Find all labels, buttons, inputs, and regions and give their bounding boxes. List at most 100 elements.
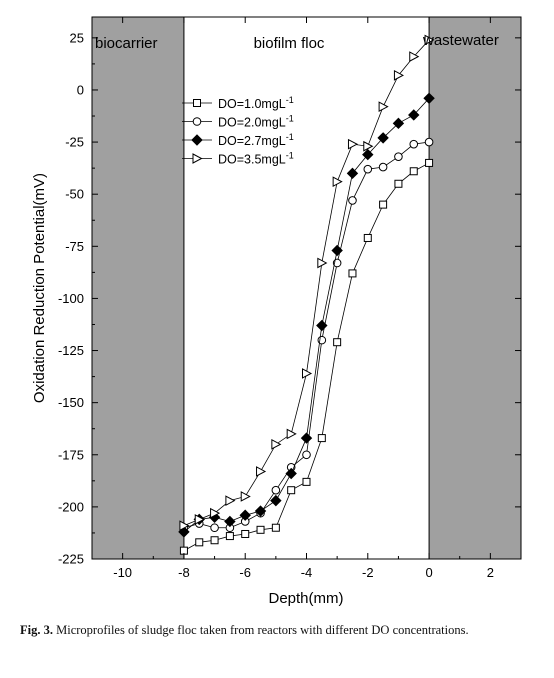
series-4	[179, 34, 435, 531]
data-point	[317, 257, 328, 269]
series-layer	[178, 34, 435, 555]
data-point	[409, 167, 418, 176]
series-3	[178, 92, 435, 538]
data-point	[424, 34, 435, 46]
data-point	[331, 244, 343, 257]
region-shading-layer	[92, 17, 521, 559]
figure-caption-text: Microprofiles of sludge floc taken from …	[56, 623, 469, 637]
data-point	[225, 495, 236, 506]
data-point	[348, 196, 357, 205]
data-point	[377, 132, 389, 144]
data-point	[363, 233, 372, 242]
data-point	[256, 466, 267, 477]
data-point	[379, 200, 388, 209]
data-point	[408, 109, 420, 121]
legend-marker	[192, 153, 203, 164]
data-point	[287, 486, 296, 495]
y-tick-label: 25	[70, 30, 84, 45]
legend-marker	[192, 117, 202, 126]
legend-label: DO=3.5mgL-1	[218, 151, 294, 167]
x-tick-label: -4	[301, 565, 313, 580]
y-axis-label: Oxidation Reduction Potential(mV)	[31, 173, 48, 403]
data-point	[363, 164, 373, 174]
data-point	[271, 485, 281, 495]
data-point	[409, 51, 420, 62]
data-point	[317, 434, 326, 443]
legend-entry-3: DO=2.7mgL-1	[182, 132, 294, 148]
series-2	[179, 137, 434, 533]
y-tick-label: -100	[58, 291, 84, 306]
figure-caption-label: Fig. 3.	[20, 623, 53, 637]
data-point	[393, 70, 404, 81]
data-point	[316, 319, 328, 332]
y-tick-label: -200	[58, 499, 84, 514]
data-point	[179, 520, 190, 531]
data-point	[210, 507, 221, 519]
data-point	[302, 477, 311, 486]
data-point	[256, 525, 265, 534]
data-point	[300, 432, 313, 444]
data-point	[271, 523, 280, 532]
data-point	[347, 138, 359, 150]
data-point	[332, 176, 343, 188]
legend-entry-4: DO=3.5mgL-1	[182, 151, 294, 167]
data-point	[392, 117, 405, 130]
y-tick-label: -50	[65, 187, 84, 202]
data-point	[241, 529, 250, 538]
y-tick-label: -175	[58, 447, 84, 462]
data-point	[348, 269, 357, 278]
axis-ticks-layer: -10 -8 -6 -4 -2 0 2 25 0 -25 -50 -75 -100 -125 -150 -17…	[58, 17, 521, 580]
series-line	[183, 141, 430, 529]
data-point	[394, 152, 403, 161]
data-point	[302, 368, 313, 379]
y-tick-label: -75	[65, 239, 84, 254]
data-point	[346, 167, 359, 180]
series-1	[179, 158, 434, 555]
data-point	[210, 523, 219, 533]
orp-depth-chart: -10 -8 -6 -4 -2 0 2 25 0 -25 -50 -75 -100 -125 -150 -17…	[31, 16, 522, 607]
x-tick-label: 0	[425, 565, 432, 580]
data-point	[195, 538, 204, 547]
y-tick-label: 0	[77, 82, 84, 97]
data-point	[333, 338, 342, 347]
x-tick-label: -10	[113, 565, 132, 580]
legend-label: DO=1.0mgL-1	[218, 95, 294, 111]
data-point	[285, 467, 297, 480]
x-tick-label: -8	[178, 565, 190, 580]
region-label-wastewater: wastewater	[422, 32, 499, 49]
data-point	[271, 439, 282, 450]
data-point	[240, 491, 251, 502]
x-axis-label: Depth(mm)	[268, 590, 343, 607]
series-line	[183, 162, 430, 552]
data-point	[239, 509, 251, 521]
data-point	[302, 450, 311, 460]
data-point	[363, 140, 374, 152]
data-point	[225, 532, 234, 541]
data-point	[425, 158, 434, 167]
data-point	[286, 428, 297, 440]
legend-marker	[191, 134, 203, 146]
y-tick-label: -150	[58, 395, 84, 410]
y-tick-label: -25	[65, 135, 84, 150]
region-biocarrier	[92, 17, 184, 559]
legend: DO=1.0mgL-1 DO=2.0mgL-1 DO=2.7mgL-1 DO=3.5m…	[182, 95, 294, 167]
data-point	[224, 515, 236, 528]
figure-caption: Fig. 3. Microprofiles of sludge floc tak…	[20, 622, 520, 639]
data-point	[409, 139, 419, 149]
region-label-biocarrier: biocarrier	[95, 35, 158, 52]
x-tick-label: 2	[487, 565, 494, 580]
data-point	[378, 101, 389, 112]
data-point	[378, 162, 388, 172]
region-wastewater	[429, 17, 521, 559]
x-tick-label: -6	[239, 565, 251, 580]
data-point	[362, 148, 374, 161]
legend-marker	[193, 99, 201, 107]
y-tick-label: -125	[58, 343, 84, 358]
region-label-biofilm-floc: biofilm floc	[254, 35, 325, 52]
x-tick-label: -2	[362, 565, 374, 580]
data-point	[254, 505, 267, 517]
legend-label: DO=2.0mgL-1	[218, 114, 294, 130]
data-point	[423, 92, 435, 105]
legend-label: DO=2.7mgL-1	[218, 132, 294, 148]
y-tick-label: -225	[58, 552, 84, 567]
